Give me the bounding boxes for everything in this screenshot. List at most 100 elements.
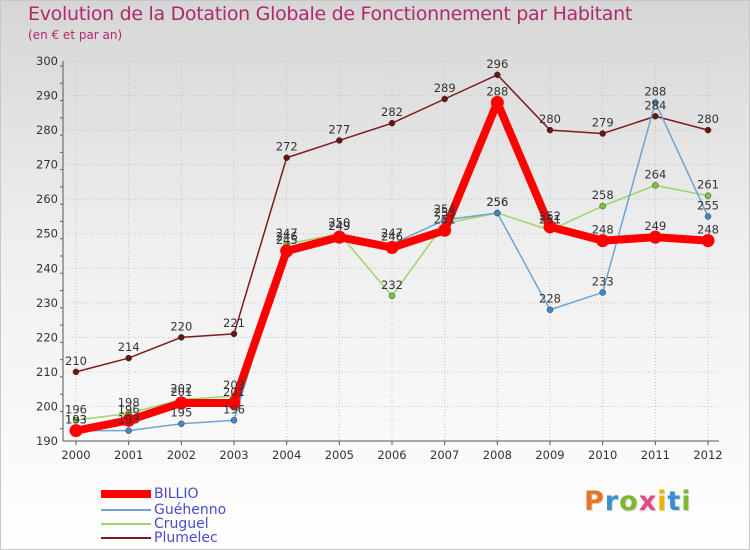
data-labels-layer: 210 214 220 221 272 277 282 289 296 280 279 284 280 1… bbox=[65, 57, 719, 427]
data-point-guehenno bbox=[704, 213, 712, 220]
data-label-plumelec: 221 bbox=[223, 316, 245, 330]
y-tick-label: 200 bbox=[36, 399, 58, 413]
data-label-billio: 246 bbox=[381, 230, 403, 244]
data-point-billio bbox=[701, 234, 715, 248]
data-label-guehenno: 254 bbox=[434, 202, 456, 216]
data-label-cruguel: 203 bbox=[223, 378, 245, 392]
x-tick-label: 2000 bbox=[61, 448, 90, 462]
legend-label-guehenno: Guéhenno bbox=[154, 501, 227, 518]
proxiti-logo: Proxiti bbox=[584, 486, 692, 517]
data-point-plumelec bbox=[546, 126, 554, 134]
data-point-billio bbox=[174, 396, 188, 410]
logo-letter: x bbox=[638, 486, 658, 517]
x-tick-label: 2006 bbox=[377, 448, 406, 462]
series-layer bbox=[69, 71, 715, 438]
data-label-cruguel: 253 bbox=[434, 205, 456, 219]
data-point-billio bbox=[385, 241, 399, 255]
data-point-cruguel bbox=[704, 192, 712, 199]
data-point-guehenno bbox=[546, 306, 554, 313]
data-point-plumelec bbox=[336, 137, 343, 144]
data-point-plumelec bbox=[72, 368, 80, 376]
y-tick-label: 190 bbox=[36, 434, 58, 448]
data-point-guehenno bbox=[652, 99, 659, 106]
data-point-plumelec bbox=[388, 119, 396, 127]
data-point-plumelec bbox=[599, 130, 606, 137]
data-label-guehenno: 196 bbox=[223, 402, 245, 416]
data-label-plumelec: 214 bbox=[118, 340, 140, 354]
legend-label-plumelec: Plumelec bbox=[154, 529, 218, 546]
data-label-billio: 288 bbox=[486, 84, 508, 98]
data-label-guehenno: 255 bbox=[697, 198, 719, 212]
x-tick-label: 2010 bbox=[588, 448, 617, 462]
y-tick-label: 250 bbox=[36, 227, 58, 241]
data-point-cruguel bbox=[72, 417, 80, 424]
x-tick-label: 2001 bbox=[114, 448, 143, 462]
data-label-cruguel: 232 bbox=[381, 278, 403, 292]
data-point-billio bbox=[438, 223, 452, 237]
legend-swatch-plumelec bbox=[101, 536, 151, 539]
logo-letter: P bbox=[584, 486, 605, 517]
legend-swatch-cruguel bbox=[101, 522, 151, 525]
data-point-guehenno bbox=[178, 420, 185, 427]
y-tick-label: 290 bbox=[36, 89, 58, 103]
data-label-billio: 251 bbox=[434, 212, 456, 226]
data-label-cruguel: 251 bbox=[539, 212, 561, 226]
x-tick-label: 2012 bbox=[693, 448, 722, 462]
data-point-guehenno bbox=[125, 427, 132, 434]
legend-item-cruguel: Cruguel bbox=[101, 516, 209, 532]
data-point-billio bbox=[332, 230, 346, 244]
logo-letter: r bbox=[604, 486, 620, 517]
y-tick-label: 230 bbox=[36, 296, 58, 310]
y-tick-label: 300 bbox=[36, 54, 58, 68]
x-tick-label: 2008 bbox=[483, 448, 512, 462]
data-label-plumelec: 282 bbox=[381, 105, 403, 119]
chart-title: Evolution de la Dotation Globale de Fonc… bbox=[28, 3, 633, 25]
data-point-billio bbox=[648, 230, 662, 244]
data-label-plumelec: 296 bbox=[486, 57, 508, 71]
x-tick-label: 2009 bbox=[535, 448, 564, 462]
data-point-plumelec bbox=[230, 330, 238, 338]
data-label-guehenno: 246 bbox=[276, 230, 298, 244]
data-label-cruguel: 250 bbox=[328, 216, 350, 230]
data-label-guehenno: 247 bbox=[381, 226, 403, 240]
data-point-plumelec bbox=[441, 95, 448, 103]
data-point-billio bbox=[490, 95, 504, 109]
data-label-cruguel: 261 bbox=[697, 178, 719, 192]
data-label-billio: 249 bbox=[644, 219, 666, 233]
x-tick-label: 2011 bbox=[641, 448, 670, 462]
data-label-plumelec: 279 bbox=[592, 116, 614, 130]
data-label-plumelec: 289 bbox=[434, 81, 456, 95]
data-point-plumelec bbox=[178, 334, 185, 341]
data-label-plumelec: 272 bbox=[276, 140, 298, 154]
data-label-guehenno: 233 bbox=[592, 274, 614, 288]
logo-letter: i bbox=[681, 486, 692, 517]
data-point-plumelec bbox=[125, 354, 132, 362]
data-label-cruguel: 258 bbox=[592, 188, 614, 202]
data-label-plumelec: 210 bbox=[65, 354, 87, 368]
logo-letter: t bbox=[667, 486, 682, 517]
x-tick-label: 2004 bbox=[272, 448, 301, 462]
logo-letter: o bbox=[619, 486, 639, 517]
legend-item-guehenno: Guéhenno bbox=[101, 501, 227, 518]
data-label-guehenno: 228 bbox=[539, 292, 561, 306]
data-point-billio bbox=[227, 396, 241, 410]
data-point-billio bbox=[280, 244, 294, 258]
data-label-billio: 201 bbox=[223, 385, 245, 399]
data-point-guehenno bbox=[230, 417, 238, 424]
data-point-guehenno bbox=[599, 289, 606, 296]
data-label-billio: 193 bbox=[65, 413, 87, 427]
legend-swatch-guehenno bbox=[101, 508, 151, 511]
data-label-guehenno: 193 bbox=[118, 413, 140, 427]
data-label-cruguel: 196 bbox=[65, 402, 87, 416]
y-tick-label: 280 bbox=[36, 123, 58, 137]
x-tick-label: 2002 bbox=[167, 448, 196, 462]
data-label-guehenno: 256 bbox=[486, 195, 508, 209]
y-tick-label: 210 bbox=[36, 365, 58, 379]
data-point-cruguel bbox=[599, 202, 606, 210]
data-point-billio bbox=[69, 424, 83, 438]
data-point-billio bbox=[596, 234, 610, 248]
y-tick-label: 260 bbox=[36, 192, 58, 206]
y-tick-label: 240 bbox=[36, 261, 58, 275]
data-label-cruguel: 198 bbox=[118, 395, 140, 409]
